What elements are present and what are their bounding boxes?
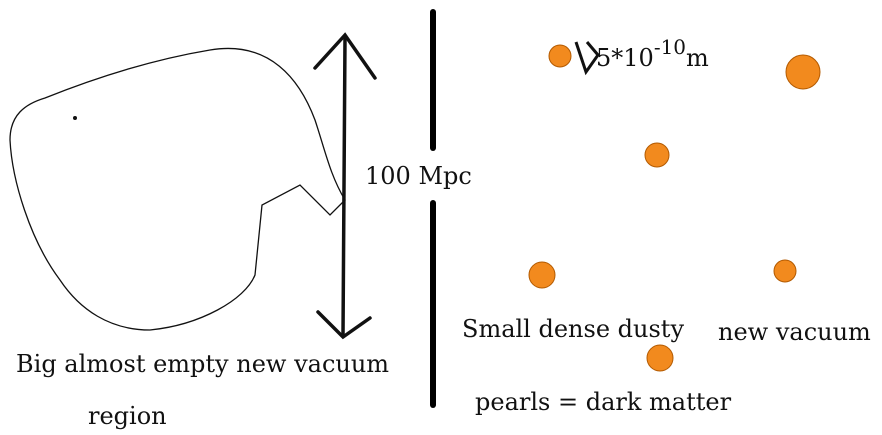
pearl — [773, 259, 797, 283]
pearl — [548, 44, 572, 68]
left-caption: region — [88, 402, 167, 430]
distance-arrow — [313, 32, 377, 340]
big-region-outline — [9, 47, 346, 331]
dot — [73, 116, 77, 120]
pearl-size-unit: m — [686, 44, 709, 72]
scale-label: 100 Mpc — [365, 162, 472, 190]
right-caption: Small dense dusty — [462, 315, 684, 343]
right-caption: pearls = dark matter — [475, 388, 732, 416]
pearl — [528, 261, 556, 289]
pearl — [646, 344, 674, 372]
pointer — [574, 41, 600, 76]
pearl-size-exponent: -10 — [654, 35, 686, 59]
pearl-size: 5*10-10m — [596, 35, 709, 72]
pearl-size-base: 5*10 — [596, 44, 654, 72]
left-caption: Big almost empty new vacuum — [16, 350, 389, 378]
right-caption: new vacuum — [718, 318, 871, 346]
pearl — [644, 142, 670, 168]
pearl — [785, 54, 821, 90]
